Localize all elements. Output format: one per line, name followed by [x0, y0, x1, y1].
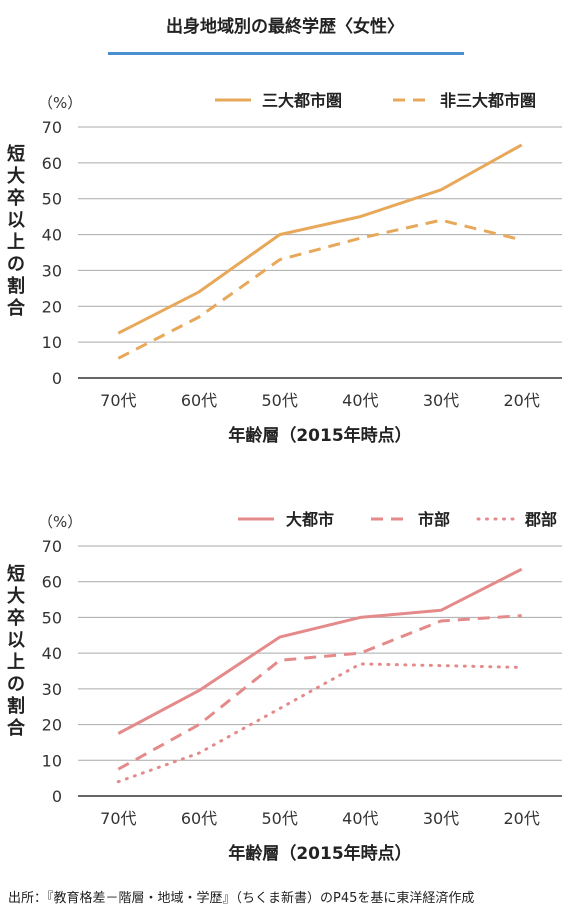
y-unit-label: （%） [38, 513, 82, 531]
y-tick-label: 50 [42, 608, 62, 627]
source-note: 出所：『教育格差－階層・地域・学歴』（ちくま新書）のP45を基に東洋経済作成 [8, 891, 475, 906]
y-tick-label: 60 [42, 573, 62, 592]
y-axis-title: 短大卒以上の割合 [7, 563, 26, 739]
y-tick-label: 10 [42, 333, 62, 352]
y-tick-label: 40 [42, 226, 62, 245]
x-tick-label: 30代 [423, 809, 459, 828]
chart-title: 出身地域別の最終学歴〈女性〉 [166, 17, 404, 37]
x-tick-label: 50代 [261, 809, 297, 828]
y-tick-label: 70 [42, 118, 62, 137]
x-axis-title: 年齢層（2015年時点） [228, 425, 411, 446]
series-line-1 [117, 567, 523, 735]
y-tick-label: 20 [42, 297, 62, 316]
x-tick-label: 40代 [342, 809, 378, 828]
y-tick-label: 50 [42, 190, 62, 209]
series-line-1 [117, 143, 523, 335]
y-axis-title: 短大卒以上の割合 [7, 143, 26, 319]
x-tick-label: 20代 [503, 809, 539, 828]
y-tick-label: 30 [42, 680, 62, 699]
y-tick-label: 60 [42, 154, 62, 173]
legend-label: 非三大都市圏 [440, 91, 536, 110]
legend-label: 市部 [418, 510, 450, 529]
y-unit-label: （%） [38, 94, 82, 112]
x-tick-label: 20代 [503, 391, 539, 410]
legend-label: 郡部 [524, 510, 557, 529]
title-underline [108, 52, 464, 55]
y-tick-label: 0 [52, 369, 62, 388]
chart-1: 0 10 20 30 40 50 60 70 （%） 短大卒以上の割合 70代 60代 50代 40代 30… [7, 91, 562, 446]
x-tick-label: 30代 [423, 391, 459, 410]
series-line-2 [117, 614, 522, 771]
x-tick-label: 60代 [181, 809, 217, 828]
x-tick-label: 70代 [100, 809, 136, 828]
series-line-2 [117, 218, 523, 360]
y-tick-label: 40 [42, 644, 62, 663]
x-tick-label: 70代 [100, 391, 136, 410]
legend-label: 大都市 [286, 510, 334, 529]
series-line-3 [116, 662, 524, 784]
y-tick-label: 0 [52, 787, 62, 806]
x-tick-label: 40代 [342, 391, 378, 410]
x-axis-title: 年齢層（2015年時点） [228, 843, 411, 864]
legend-label: 三大都市圏 [262, 91, 342, 110]
chart-2: 0 10 20 30 40 50 60 70 （%） 短大卒以上の割合 70代 60代 50代 40代 30… [7, 510, 562, 864]
x-tick-label: 60代 [181, 391, 217, 410]
y-tick-label: 30 [42, 261, 62, 280]
y-tick-label: 10 [42, 751, 62, 770]
y-tick-label: 20 [42, 716, 62, 735]
x-tick-label: 50代 [261, 391, 297, 410]
y-tick-label: 70 [42, 537, 62, 556]
